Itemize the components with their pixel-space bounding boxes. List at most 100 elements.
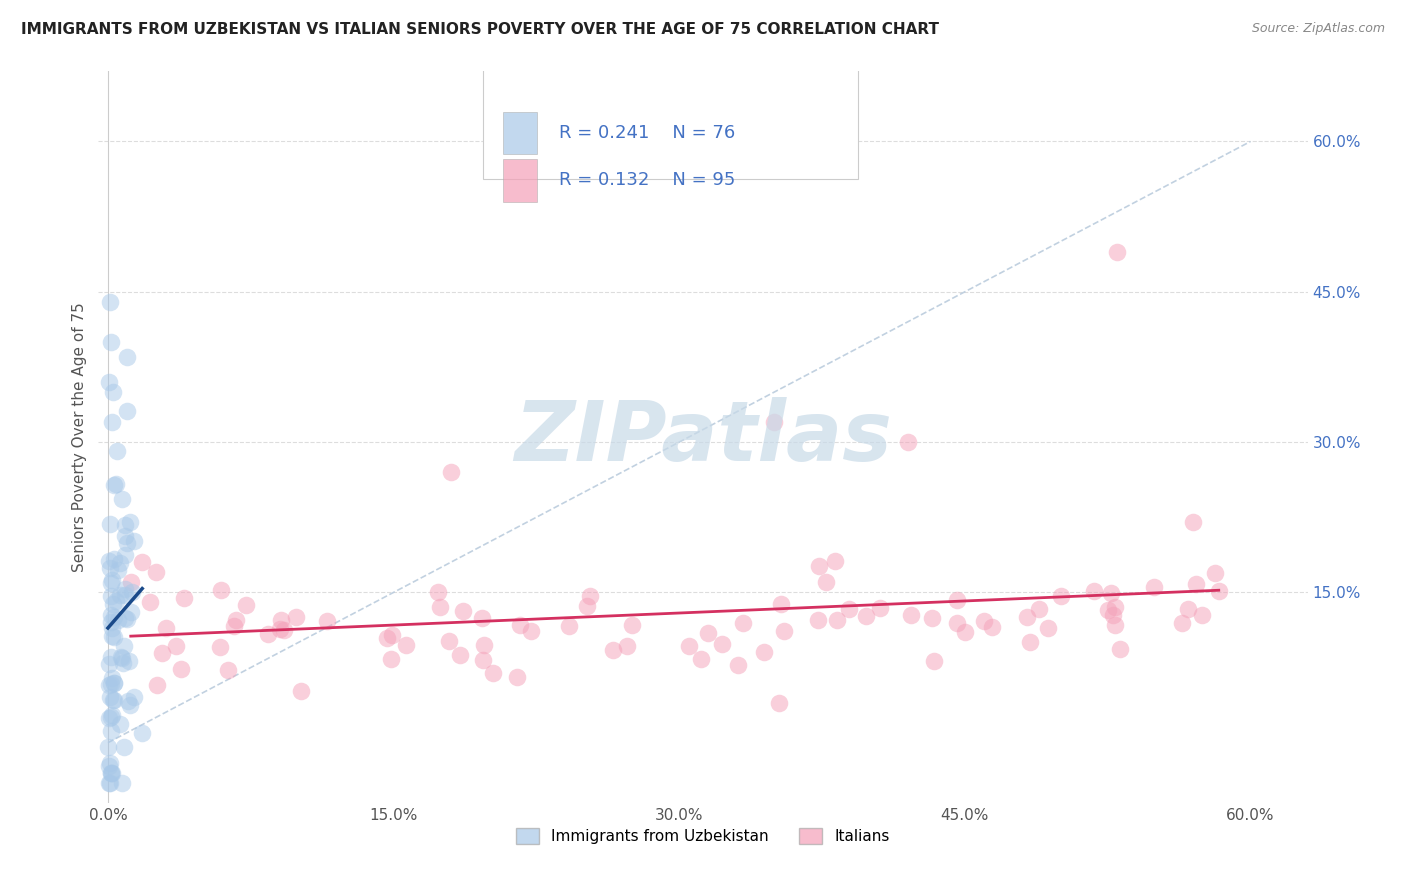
Point xyxy=(100,334,122,349)
Point xyxy=(807,613,830,627)
Point xyxy=(100,621,122,635)
Point xyxy=(1177,602,1199,616)
Point xyxy=(838,602,860,616)
Point xyxy=(1182,515,1205,529)
Point xyxy=(900,608,922,623)
Point xyxy=(117,694,139,708)
Point xyxy=(97,739,120,754)
Point xyxy=(107,613,129,627)
Point xyxy=(101,384,124,399)
Point xyxy=(100,615,122,629)
Point xyxy=(98,657,121,672)
Point xyxy=(114,588,136,602)
Text: ZIPatlas: ZIPatlas xyxy=(515,397,891,477)
Point xyxy=(579,589,602,603)
Point xyxy=(449,648,471,663)
Point xyxy=(807,559,830,574)
Point xyxy=(100,650,122,665)
Point xyxy=(973,614,995,628)
Point xyxy=(117,654,139,668)
Point xyxy=(101,629,124,643)
Point xyxy=(105,444,128,458)
Point xyxy=(439,634,461,648)
Point xyxy=(1101,586,1123,600)
Text: Source: ZipAtlas.com: Source: ZipAtlas.com xyxy=(1251,22,1385,36)
Point xyxy=(217,663,239,677)
Point xyxy=(139,595,162,609)
Point xyxy=(1028,602,1050,616)
Point xyxy=(426,584,449,599)
Point xyxy=(114,582,136,596)
Point xyxy=(773,624,796,638)
Point xyxy=(100,589,122,603)
Point xyxy=(103,478,125,492)
Point xyxy=(117,536,139,550)
Point xyxy=(1143,581,1166,595)
Point xyxy=(121,585,143,599)
Point xyxy=(955,624,977,639)
Point xyxy=(621,618,644,632)
Point xyxy=(727,657,749,672)
Point xyxy=(208,640,231,654)
Point xyxy=(120,605,142,619)
Point xyxy=(105,476,128,491)
Point xyxy=(100,415,122,429)
Point xyxy=(98,554,121,568)
Point xyxy=(1018,635,1040,649)
Point xyxy=(131,555,153,569)
Point xyxy=(1017,610,1039,624)
Point xyxy=(472,639,495,653)
Point xyxy=(1050,589,1073,603)
Point xyxy=(471,653,494,667)
Point xyxy=(316,614,339,628)
Point xyxy=(118,515,141,529)
Point xyxy=(256,626,278,640)
Point xyxy=(98,776,121,790)
Point xyxy=(122,690,145,704)
Point xyxy=(946,616,969,631)
Point xyxy=(108,557,131,571)
Point xyxy=(225,613,247,627)
Point xyxy=(1097,603,1119,617)
Point xyxy=(118,698,141,712)
Point xyxy=(290,684,312,698)
Point xyxy=(103,675,125,690)
Point xyxy=(1036,621,1059,635)
Point xyxy=(981,620,1004,634)
Point xyxy=(519,624,541,638)
Point xyxy=(1104,600,1126,615)
Point xyxy=(1107,244,1129,259)
Point xyxy=(602,643,624,657)
Point xyxy=(101,574,124,588)
Point xyxy=(104,593,127,607)
Point xyxy=(103,552,125,566)
Point xyxy=(946,593,969,607)
Point xyxy=(100,607,122,622)
Point xyxy=(815,575,838,590)
Point xyxy=(763,415,786,429)
Point xyxy=(100,677,122,691)
Point xyxy=(170,662,193,676)
Point xyxy=(98,711,121,725)
Point xyxy=(100,776,122,790)
Text: R = 0.132    N = 95: R = 0.132 N = 95 xyxy=(560,171,735,189)
Point xyxy=(98,756,121,770)
Point xyxy=(270,613,292,627)
FancyBboxPatch shape xyxy=(503,112,537,154)
Point xyxy=(110,650,132,665)
Point xyxy=(107,563,129,577)
Point xyxy=(827,613,849,627)
Point xyxy=(616,639,638,653)
Point xyxy=(103,675,125,690)
Point xyxy=(108,588,131,602)
Point xyxy=(145,566,167,580)
Point xyxy=(120,575,142,590)
Point xyxy=(509,618,531,632)
Point xyxy=(114,611,136,625)
Point xyxy=(114,517,136,532)
Point xyxy=(100,724,122,739)
Point xyxy=(98,759,121,773)
Point xyxy=(112,656,135,670)
Point xyxy=(101,597,124,611)
Point xyxy=(98,517,121,532)
